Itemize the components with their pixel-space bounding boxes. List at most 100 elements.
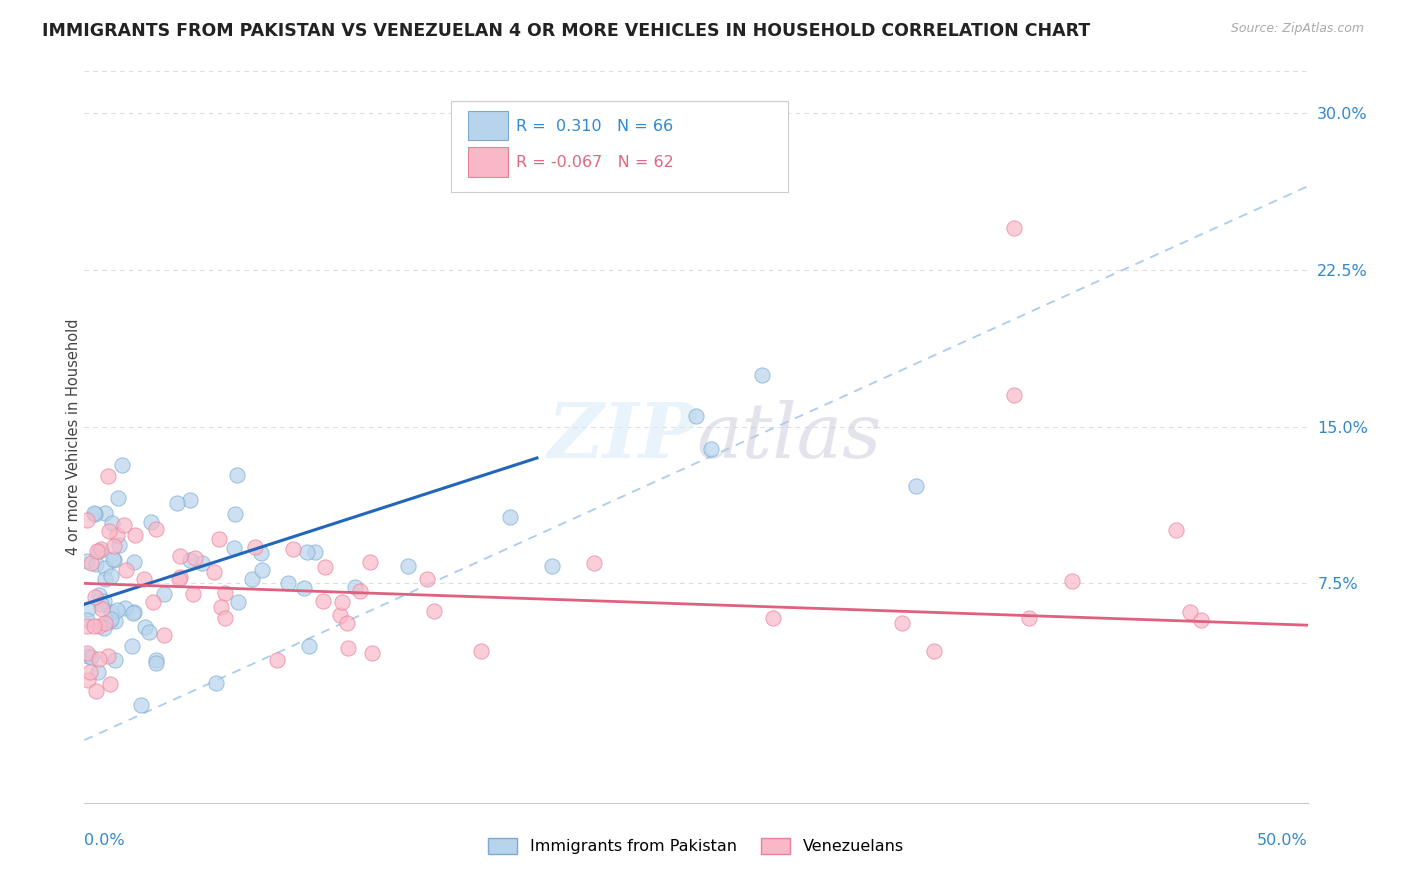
Text: IMMIGRANTS FROM PAKISTAN VS VENEZUELAN 4 OR MORE VEHICLES IN HOUSEHOLD CORRELATI: IMMIGRANTS FROM PAKISTAN VS VENEZUELAN 4…: [42, 22, 1091, 40]
Point: [179, 553, 201, 567]
Point: [169, 569, 191, 583]
Point: [1189, 613, 1212, 627]
Point: [145, 653, 167, 667]
Point: [94, 616, 117, 631]
Point: [751, 368, 773, 382]
Point: [124, 606, 146, 620]
Point: [83, 619, 105, 633]
Point: [77, 673, 100, 688]
Point: [700, 442, 723, 457]
Point: [124, 528, 146, 542]
Point: [225, 468, 247, 483]
Point: [166, 496, 188, 510]
Point: [90, 542, 112, 557]
Point: [191, 556, 214, 570]
Point: [224, 541, 246, 555]
Point: [250, 547, 273, 561]
Point: [1062, 574, 1084, 589]
Point: [122, 606, 145, 620]
Point: [76, 513, 98, 527]
Text: atlas: atlas: [696, 401, 882, 474]
Point: [97, 469, 120, 483]
Point: [685, 409, 707, 424]
Point: [98, 524, 121, 539]
Point: [145, 522, 167, 536]
Point: [112, 518, 135, 533]
Point: [76, 554, 98, 568]
Point: [83, 506, 105, 520]
Point: [94, 561, 117, 575]
Point: [103, 539, 125, 553]
Y-axis label: 4 or more Vehicles in Household: 4 or more Vehicles in Household: [66, 318, 80, 556]
Point: [281, 542, 304, 557]
FancyBboxPatch shape: [451, 101, 787, 192]
Point: [79, 650, 101, 665]
Point: [153, 587, 176, 601]
Point: [84, 557, 107, 571]
Point: [344, 580, 367, 594]
Point: [90, 598, 112, 612]
Point: [138, 624, 160, 639]
FancyBboxPatch shape: [468, 147, 508, 177]
Point: [242, 572, 264, 586]
Point: [87, 652, 110, 666]
Point: [582, 556, 605, 570]
Point: [84, 591, 107, 605]
Point: [104, 653, 127, 667]
Point: [314, 559, 336, 574]
Point: [205, 676, 228, 690]
Point: [134, 572, 156, 586]
Point: [108, 538, 131, 552]
Point: [105, 527, 128, 541]
Point: [122, 555, 145, 569]
Point: [292, 581, 315, 595]
Text: 0.0%: 0.0%: [84, 833, 125, 848]
Text: R =  0.310   N = 66: R = 0.310 N = 66: [516, 119, 673, 134]
Point: [89, 619, 111, 633]
Point: [226, 595, 249, 609]
Legend: Immigrants from Pakistan, Venezuelans: Immigrants from Pakistan, Venezuelans: [482, 831, 910, 861]
Point: [762, 611, 785, 625]
Text: Source: ZipAtlas.com: Source: ZipAtlas.com: [1230, 22, 1364, 36]
Point: [114, 564, 136, 578]
Point: [184, 550, 207, 565]
Point: [396, 559, 419, 574]
Point: [266, 653, 288, 667]
Point: [76, 646, 98, 660]
Point: [224, 507, 246, 521]
Point: [97, 648, 120, 663]
Point: [1178, 605, 1201, 619]
Point: [87, 543, 110, 558]
Point: [312, 593, 335, 607]
Point: [101, 552, 124, 566]
Text: ZIP: ZIP: [547, 401, 696, 474]
Point: [179, 493, 201, 508]
Point: [107, 491, 129, 506]
Point: [169, 549, 191, 563]
Point: [208, 532, 231, 546]
Point: [98, 677, 121, 691]
Point: [167, 572, 190, 586]
Point: [111, 458, 134, 472]
Point: [904, 479, 927, 493]
Point: [304, 545, 326, 559]
Point: [101, 516, 124, 531]
Point: [298, 640, 321, 654]
Point: [145, 656, 167, 670]
Point: [139, 515, 162, 529]
Point: [181, 587, 204, 601]
Point: [415, 573, 437, 587]
Point: [84, 684, 107, 698]
FancyBboxPatch shape: [468, 111, 508, 140]
Point: [209, 599, 232, 614]
Point: [214, 586, 236, 600]
Point: [134, 620, 156, 634]
Point: [202, 565, 225, 579]
Point: [277, 575, 299, 590]
Point: [922, 644, 945, 658]
Point: [84, 508, 107, 522]
Point: [93, 594, 115, 608]
Point: [499, 509, 522, 524]
Point: [1002, 221, 1025, 235]
Point: [336, 616, 359, 631]
